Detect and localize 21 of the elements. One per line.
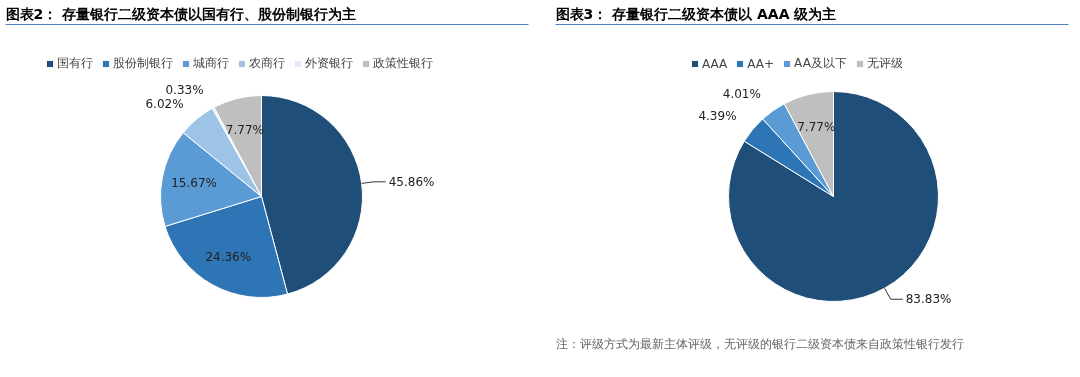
legend-label: AA+: [747, 56, 775, 71]
data-label: 4.01%: [722, 86, 761, 101]
data-label: 45.86%: [388, 174, 435, 189]
chart-title: 图表2： 存量银行二级资本债以国有行、股份制银行为主: [5, 5, 357, 22]
legend-label: 外资银行: [305, 55, 353, 72]
legend-label: AAA: [702, 56, 728, 71]
legend-label: 政策性银行: [373, 55, 433, 72]
data-label: 0.33%: [165, 83, 204, 98]
legend-label: 农商行: [249, 55, 285, 72]
legend-label: AA及以下: [794, 55, 847, 72]
data-label: 6.02%: [145, 96, 184, 111]
legend-label: 无评级: [866, 55, 903, 72]
data-label: 24.36%: [205, 249, 252, 264]
legend-label: 城商行: [193, 55, 229, 72]
text: 注：评级方式为最新主体评级，无评级的银行二级资本债来自政策性银行发行: [555, 336, 964, 351]
legend-label: 国有行: [57, 55, 93, 72]
legend-label: 股份制银行: [113, 55, 173, 72]
data-label: 15.67%: [171, 176, 217, 191]
data-label: 83.83%: [905, 292, 952, 307]
chart-title: 图表3： 存量银行二级资本债以 AAA 级为主: [555, 5, 837, 22]
data-label: 4.39%: [698, 109, 737, 124]
